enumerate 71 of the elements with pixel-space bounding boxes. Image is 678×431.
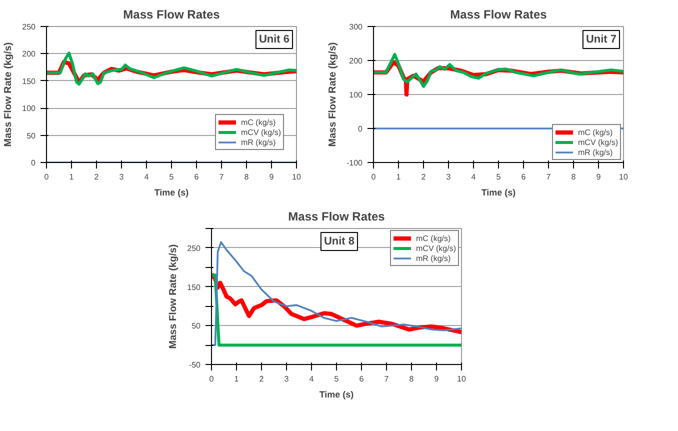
x-tick-label: 0 (371, 172, 376, 182)
x-tick-label: 4 (471, 172, 476, 182)
x-tick-label: 9 (269, 172, 274, 182)
x-tick-label: 1 (234, 374, 240, 384)
y-tick-label: 50 (192, 322, 202, 331)
y-axis-title: Mass Flow Rate (kg/s) (168, 244, 180, 349)
x-tick-label: 4 (309, 374, 314, 384)
x-tick-label: 7 (384, 374, 390, 384)
x-tick-label: 6 (359, 374, 364, 384)
legend-label: mCV (kg/s) (416, 243, 456, 253)
legend-label: mCV (kg/s) (578, 137, 618, 147)
x-tick-label: 6 (194, 172, 200, 182)
x-tick-label: 7 (546, 172, 552, 182)
x-tick-label: 2 (421, 172, 426, 182)
y-tick-label: 0 (31, 158, 36, 168)
y-axis-title: Mass Flow Rate (kg/s) (3, 42, 14, 147)
line-series (46, 52, 296, 86)
y-tick-label: 200 (22, 50, 36, 59)
y-tick-label: 100 (22, 104, 36, 114)
x-tick-label: 4 (144, 172, 150, 182)
x-tick-label: 1 (396, 172, 402, 182)
x-tick-label: 7 (219, 172, 224, 182)
y-tick-label: 150 (187, 282, 202, 292)
y-tick-label: -100 (346, 158, 364, 168)
legend-label: mC (kg/s) (578, 127, 613, 137)
x-tick-label: 9 (434, 374, 440, 384)
x-tick-label: 10 (619, 172, 628, 182)
line-series (374, 52, 624, 88)
annotation: Unit 7 (586, 34, 617, 46)
legend-label: mR (kg/s) (416, 253, 451, 263)
x-tick-label: 8 (409, 374, 414, 384)
legend-label: mR (kg/s) (578, 147, 613, 157)
x-tick-label: 0 (44, 172, 50, 182)
legend-label: mC (kg/s) (416, 233, 451, 243)
x-tick-label: 6 (521, 172, 526, 182)
x-tick-label: 8 (571, 172, 576, 182)
y-tick-label: 100 (349, 90, 364, 100)
x-tick-label: 9 (596, 172, 602, 182)
x-tick-label: 0 (209, 374, 214, 384)
legend-label: mR (kg/s) (241, 137, 276, 147)
x-tick-label: 3 (284, 374, 290, 384)
x-tick-label: 2 (259, 374, 264, 384)
chart-title: Mass Flow Rates (450, 8, 548, 22)
y-tick-label: 150 (22, 76, 36, 86)
legend-label: mC (kg/s) (241, 117, 276, 127)
x-tick-label: 8 (244, 172, 250, 182)
x-tick-label: 2 (94, 172, 100, 182)
x-tick-label: 10 (457, 374, 466, 384)
annotation: Unit 6 (258, 34, 290, 46)
y-tick-label: -50 (188, 360, 202, 370)
x-tick-label: 10 (292, 172, 302, 182)
y-axis-title: Mass Flow Rate (kg/s) (327, 42, 338, 147)
y-tick-label: 200 (349, 56, 364, 66)
chart-title: Mass Flow Rates (123, 8, 220, 22)
legend-label: mCV (kg/s) (241, 127, 281, 137)
y-tick-label: 0 (358, 124, 364, 134)
annotation: Unit 8 (324, 236, 355, 248)
chart-title: Mass Flow Rates (288, 210, 386, 224)
y-tick-label: 300 (349, 22, 364, 32)
y-tick-label: 250 (187, 244, 202, 253)
x-tick-label: 5 (496, 172, 502, 182)
x-tick-label: 3 (119, 172, 124, 182)
x-axis-title: Time (s) (319, 390, 354, 400)
x-axis-title: Time (s) (481, 188, 516, 198)
x-tick-label: 3 (446, 172, 452, 182)
x-tick-label: 5 (334, 374, 340, 384)
x-tick-label: 1 (69, 172, 74, 182)
x-axis-title: Time (s) (154, 188, 189, 198)
y-tick-label: 50 (26, 131, 36, 140)
y-tick-label: 250 (22, 22, 36, 32)
x-tick-label: 5 (169, 172, 174, 182)
